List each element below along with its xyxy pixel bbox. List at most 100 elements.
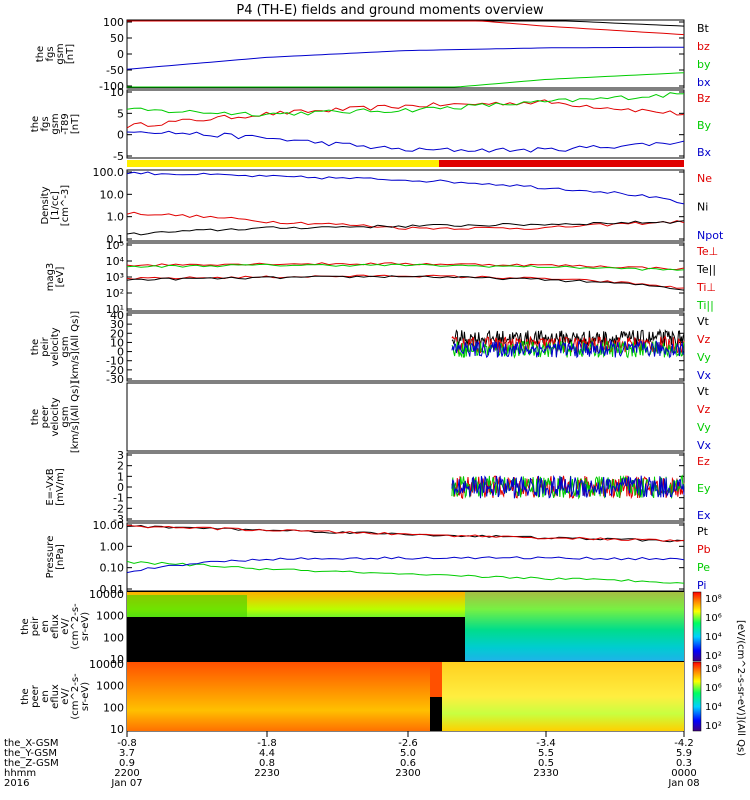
legend-label: Vt: [697, 385, 710, 398]
ylabel-line: the: [30, 116, 41, 132]
axis-row-value: 0.5: [538, 758, 554, 769]
axis-row-label: 2016: [4, 778, 29, 789]
ylabel-line: [nPa]: [55, 544, 66, 570]
y-tick-label: 0.1: [107, 233, 125, 246]
axis-row-value: 0.8: [259, 758, 275, 769]
panel-ylabel: the peer velocity gsm [km/s](All Qs)]: [30, 381, 81, 453]
ylabel-line: the: [30, 409, 41, 425]
y-tick-label: -1: [113, 492, 124, 505]
y-tick-label: -2: [113, 502, 124, 515]
legend-label: Vx: [697, 369, 712, 382]
legend-label: Vx: [697, 439, 712, 452]
axis-row-value: 0.3: [676, 758, 692, 769]
series-line-Npot: [126, 171, 685, 205]
y-tick-label: 100: [103, 631, 124, 644]
axis-row-value: Jan 08: [667, 778, 699, 789]
panel-pressure: 10.00 1.00 0.10 0.01 Pressure [nPa] Pt Pb Pe Pi: [45, 519, 711, 596]
panel-ylabel: mag3 [eV]: [45, 263, 66, 292]
axis-row-label: hhmm: [4, 768, 36, 779]
electron-gap-orange: [430, 662, 442, 697]
ion-spectrogram-right: [465, 592, 684, 661]
ylabel-line: the: [35, 46, 46, 62]
ylabel-line: eflux: [50, 684, 61, 709]
y-tick-label: 3: [117, 449, 124, 462]
y-tick-label: -20: [106, 364, 124, 377]
ylabel-line: sr-eV): [80, 682, 91, 711]
ylabel-line: sr-eV): [80, 612, 91, 641]
legend-label: Bz: [697, 92, 711, 105]
y-tick-label: 1.00: [100, 540, 125, 553]
ylabel-line: peir: [40, 336, 51, 356]
electron-spectrogram-right: [442, 662, 684, 731]
y-tick-label: 0: [117, 481, 124, 494]
axis-row-value: 0000: [671, 768, 696, 779]
legend-label: Pt: [697, 525, 709, 538]
legend-label: Ti⊥: [696, 281, 716, 294]
axis-row-label: the_X-GSM: [4, 738, 58, 749]
mode-bar-slow: [127, 160, 439, 167]
panel-density: 100.0 10.0 1.0 0.1 Density [1/cc] [cm^-3] Ne Ni N…: [40, 166, 724, 246]
ylabel-line: (cm^2-s-: [70, 673, 81, 720]
colorbar-tick-label: 10⁶: [705, 613, 722, 624]
y-tick-label: 10⁴: [106, 255, 125, 268]
figure-title: P4 (TH-E) fields and ground moments over…: [236, 3, 544, 18]
series-line-Te||: [126, 275, 685, 291]
colorbar: 10⁸ 10⁶ 10⁴ 10² 10⁸ 10⁶ 10⁴ 10² [eV/(cm^2-s-sr-…: [692, 591, 746, 756]
ylabel-line: eflux: [50, 614, 61, 639]
series-line-Bz: [126, 99, 685, 129]
y-tick-label: 10⁵: [106, 239, 124, 252]
y-tick-label: 100.0: [93, 166, 125, 179]
legend-label: bx: [697, 76, 711, 89]
legend-label: Ne: [697, 172, 712, 185]
ylabel-line: [eV]: [55, 267, 66, 288]
ylabel-line: the: [20, 688, 31, 704]
series-line-Pb: [126, 524, 685, 542]
series-line-Ni: [126, 220, 685, 236]
legend-label: Ni: [697, 201, 708, 214]
colorbar-tick-label: 10²: [705, 721, 722, 732]
y-tick-label: 0: [117, 129, 124, 142]
colorbar-tick-label: 10⁸: [705, 594, 722, 605]
axis-row-value: 5.0: [400, 748, 416, 759]
ylabel-line: [1/cc]: [50, 191, 61, 220]
y-tick-label: 1: [117, 470, 124, 483]
y-tick-label: 10²: [106, 287, 124, 300]
ylabel-line: gsm: [60, 336, 71, 357]
panel-temperature: 10⁵ 10⁴ 10³ 10² 10¹ mag3 [eV] Te⊥ Te|| Ti⊥ Ti||: [45, 239, 718, 316]
axis-row-value: 2230: [254, 768, 279, 779]
colorbar-tick-label: 10⁴: [705, 632, 722, 643]
ylabel-line: velocity: [50, 327, 61, 366]
ylabel-line: [nT]: [65, 44, 76, 64]
y-tick-label: 10³: [106, 271, 124, 284]
ylabel-line: [km/s](All Qs)]: [70, 381, 81, 453]
ylabel-line: fgs: [40, 116, 51, 131]
ion-spectrogram-black-region: [127, 617, 465, 661]
legend-label: Te||: [696, 263, 716, 276]
colorbar-top: [692, 591, 702, 662]
ylabel-line: peer: [30, 684, 41, 708]
legend-label: Bt: [697, 22, 710, 35]
axis-row-value: 5.9: [676, 748, 692, 759]
series-line-Bt: [127, 20, 685, 27]
legend-label: Vy: [697, 421, 711, 434]
series-line-Ti||: [126, 263, 685, 271]
y-tick-label: -30: [106, 373, 124, 386]
mode-bar-fast: [439, 160, 684, 167]
colorbar-bottom: [692, 661, 702, 732]
axis-row-value: -2.6: [398, 738, 418, 749]
legend-label: Vt: [697, 315, 710, 328]
axis-row-value: 0.6: [400, 758, 416, 769]
series-line-Pi: [126, 556, 685, 574]
legend-label: Pb: [697, 543, 711, 556]
y-tick-label: -100: [99, 80, 124, 93]
colorbar-tick-label: 10⁶: [705, 683, 722, 694]
axis-row-value: 2200: [114, 768, 139, 779]
ylabel-line: en: [40, 620, 51, 633]
y-tick-label: -3: [113, 513, 124, 526]
mode-bar: [127, 160, 684, 167]
axis-row-value: Jan 07: [110, 778, 142, 789]
panel-frame: [126, 382, 685, 452]
ylabel-line: -T89: [60, 113, 71, 135]
